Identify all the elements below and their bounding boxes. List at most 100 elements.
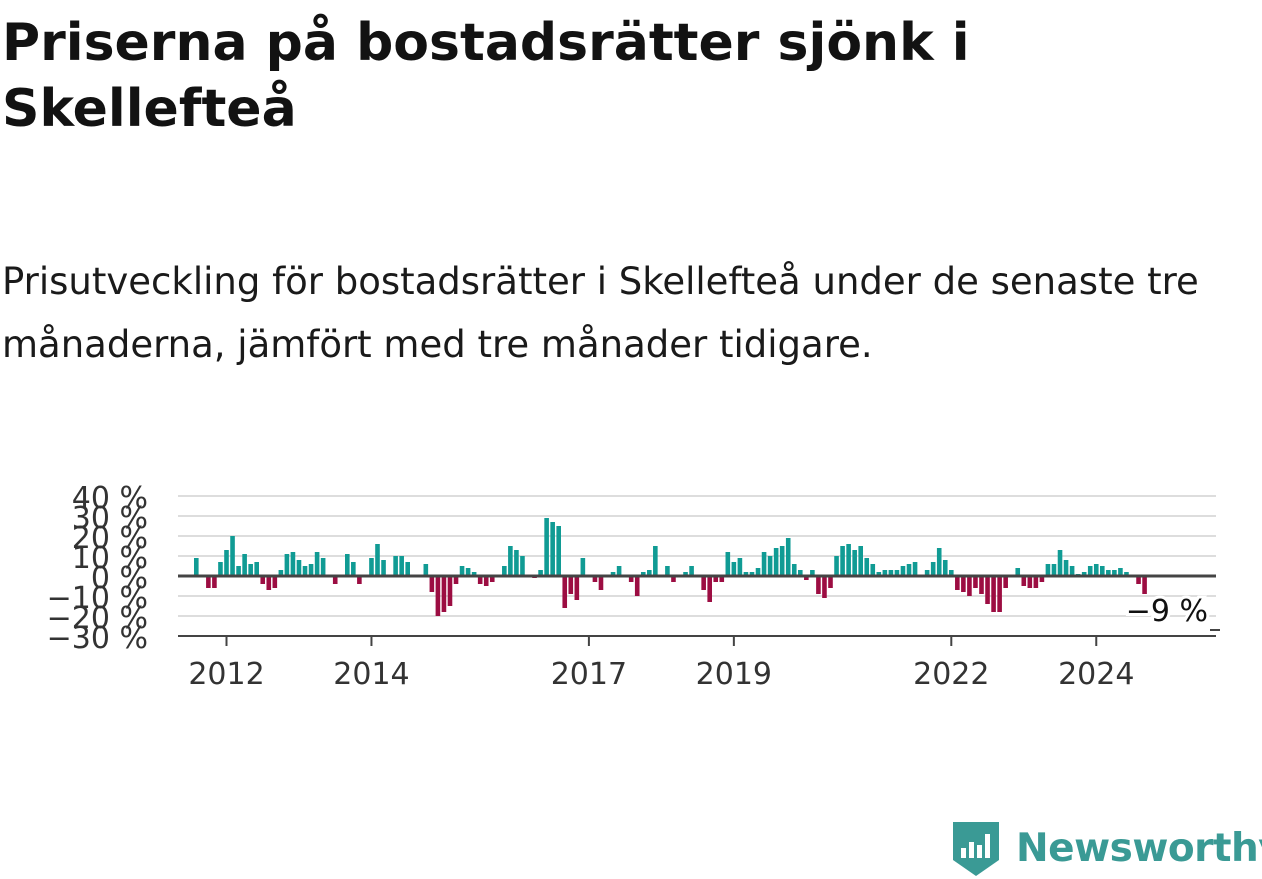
bar [441,576,447,612]
bar [1039,576,1045,582]
x-tick-label: 2019 [696,657,772,692]
bar [1124,572,1129,576]
bar [1118,568,1123,576]
bar [508,546,513,576]
bar [278,570,284,576]
bar [665,566,670,576]
bar [375,544,380,576]
bar [834,556,839,576]
bar [876,572,882,576]
bar [230,536,235,576]
bar [1045,564,1051,576]
bar [810,570,815,576]
bar [737,558,743,576]
bar [882,570,888,576]
y-tick-label: −20 % [47,601,148,636]
bar [804,576,809,580]
bar [423,564,429,576]
bar [713,576,719,582]
bar [731,562,737,576]
chart-title: Priserna på bostadsrätter sjönk i Skelle… [2,13,970,139]
y-tick-label: 40 % [72,481,148,516]
bar [961,576,966,592]
bar [828,576,833,588]
bar [858,546,863,576]
x-tick-label: 2014 [333,657,409,692]
bar [550,522,555,576]
bar [351,562,356,576]
bar [888,570,894,576]
bar [930,562,936,576]
bar [906,564,912,576]
bar [314,552,320,576]
bar [405,562,410,576]
bar [749,572,755,576]
bar [852,550,857,576]
bar [634,576,640,596]
bar [453,576,459,584]
bar [592,576,598,582]
y-axis-tick-labels: 40 %30 %20 %10 %0 %−10 %−20 %−30 % [47,481,148,656]
bar [320,558,326,576]
bar [725,552,731,576]
bar [779,546,785,576]
bar [308,564,314,576]
bar [1100,566,1105,576]
bar [894,570,900,576]
bar [719,576,725,582]
y-tick-label: 30 % [72,501,148,536]
bar [761,552,767,576]
bar [1106,570,1111,576]
bar [489,576,495,582]
annotation-label: −9 % [1126,594,1208,629]
bar [1051,564,1057,576]
grid-lines [178,495,1216,617]
newsworthy-bar-chart-badge-icon [953,822,999,876]
bar [616,566,622,576]
y-tick-label: −30 % [47,621,148,656]
bar [248,564,253,576]
bar [465,568,471,576]
bar [1093,564,1099,576]
bar [900,566,906,576]
bar [683,572,688,576]
bar [284,554,290,576]
bar [393,556,398,576]
bar [290,552,296,576]
bar [1136,576,1141,584]
bar [1063,560,1069,576]
bar [743,572,749,576]
bar [755,568,761,576]
bar [266,576,272,590]
bar [345,554,350,576]
bar [973,576,978,588]
x-axis-tick-labels: 2012 2014 2017 2019 2022 2024 [188,636,1134,692]
x-tick-label: 2022 [913,657,989,692]
bar [254,562,259,576]
bar [568,576,574,594]
bar [653,546,658,576]
bar [822,576,827,598]
bar [1081,572,1087,576]
last-value-annotation: −9 % [1123,591,1220,632]
bar [985,576,990,604]
bar [979,576,984,594]
brand-name: Newsworthy [1016,825,1262,871]
y-tick-label: −10 % [47,581,148,616]
bar [955,576,960,590]
bar [381,560,386,576]
bar [502,566,507,576]
bar [483,576,489,586]
bar [1021,576,1027,586]
bar [1015,568,1021,576]
y-tick-label: 0 % [91,561,148,596]
bar [707,576,712,602]
bar [816,576,821,594]
bar [302,566,308,576]
bar [1057,550,1063,576]
newsworthy-logo: Newsworthy [950,818,1262,878]
bar [272,576,278,588]
bar [997,576,1002,612]
bar [447,576,453,606]
bar [471,572,477,576]
